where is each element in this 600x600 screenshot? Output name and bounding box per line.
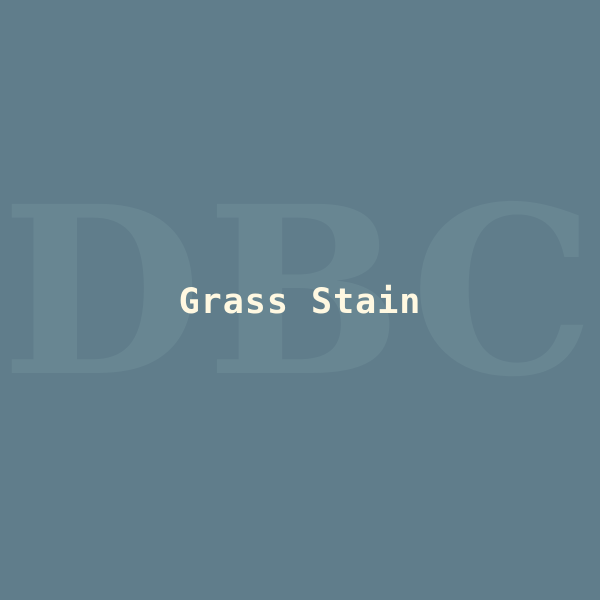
watermark-logo: DBC bbox=[0, 155, 600, 428]
cover-title: Grass Stain bbox=[178, 282, 422, 322]
